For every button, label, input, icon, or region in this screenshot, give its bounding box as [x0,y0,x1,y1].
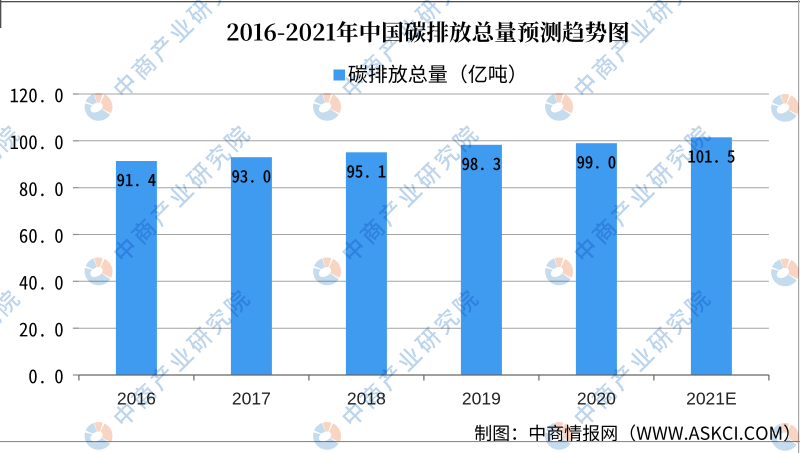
svg-text:2021E: 2021E [686,389,737,409]
svg-text:2019: 2019 [462,389,501,409]
svg-text:2017: 2017 [232,389,271,409]
